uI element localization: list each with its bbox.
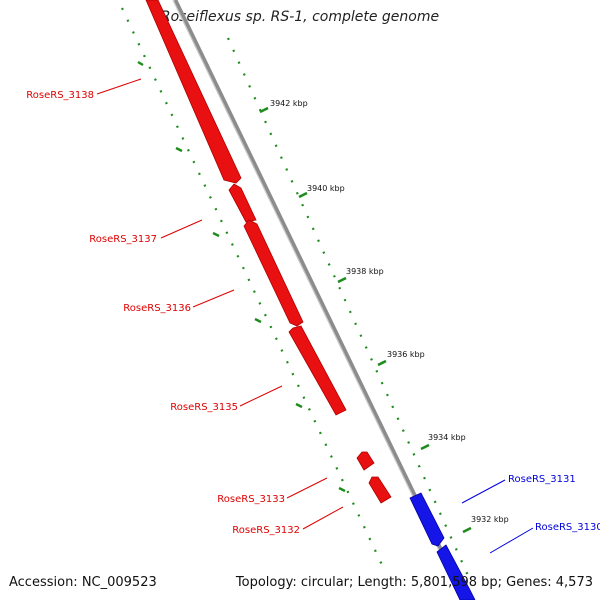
- scale-ticks: [259, 106, 472, 534]
- gene-arrow-3135[interactable]: [288, 325, 347, 416]
- gene-label-3138[interactable]: RoseRS_3138: [26, 90, 94, 101]
- gene-arrow-3137[interactable]: [228, 183, 257, 223]
- label-leaders: [96, 78, 534, 554]
- gene-label-3135[interactable]: RoseRS_3135: [170, 402, 238, 413]
- gene-arrow-3131[interactable]: [409, 492, 445, 547]
- gene-arrow-3130[interactable]: [436, 544, 476, 600]
- reverse-strand-genes: [145, 0, 392, 504]
- scale-tick-label: 3942 kbp: [270, 99, 308, 108]
- scale-tick-mark: [462, 526, 472, 534]
- scale-tick-label: 3938 kbp: [346, 267, 384, 276]
- gc-track-left: [121, 7, 383, 566]
- gene-arrow-3138[interactable]: [145, 0, 242, 184]
- gene-label-3131[interactable]: RoseRS_3131: [508, 474, 576, 485]
- genome-summary-text: Topology: circular; Length: 5,801,598 bp…: [235, 575, 593, 590]
- gc-peaks-left: [137, 60, 346, 493]
- scale-tick-label: 3934 kbp: [428, 433, 466, 442]
- map-title: Roseiflexus sp. RS-1, complete genome: [160, 9, 440, 25]
- gene-label-3133[interactable]: RoseRS_3133: [217, 494, 285, 505]
- gc-track-right: [226, 37, 472, 581]
- accession-text: Accession: NC_009523: [9, 575, 157, 590]
- gene-arrow-3136[interactable]: [243, 219, 304, 327]
- forward-strand-genes: [409, 492, 476, 600]
- scale-tick-label: 3932 kbp: [471, 515, 509, 524]
- gene-label-3132[interactable]: RoseRS_3132: [232, 525, 300, 536]
- scale-tick-label: 3936 kbp: [387, 350, 425, 359]
- gene-label-3136[interactable]: RoseRS_3136: [123, 303, 191, 314]
- gene-label-3137[interactable]: RoseRS_3137: [89, 234, 157, 245]
- scale-tick-mark: [337, 276, 347, 284]
- gene-label-3130[interactable]: RoseRS_3130: [535, 522, 600, 533]
- scale-tick-mark: [298, 191, 308, 199]
- gene-arrow-3133[interactable]: [356, 451, 375, 471]
- scale-tick-mark: [259, 106, 269, 114]
- scale-tick-mark: [377, 359, 387, 367]
- scale-tick-mark: [420, 443, 430, 451]
- scale-tick-label: 3940 kbp: [307, 184, 345, 193]
- gene-arrow-3132[interactable]: [368, 476, 392, 504]
